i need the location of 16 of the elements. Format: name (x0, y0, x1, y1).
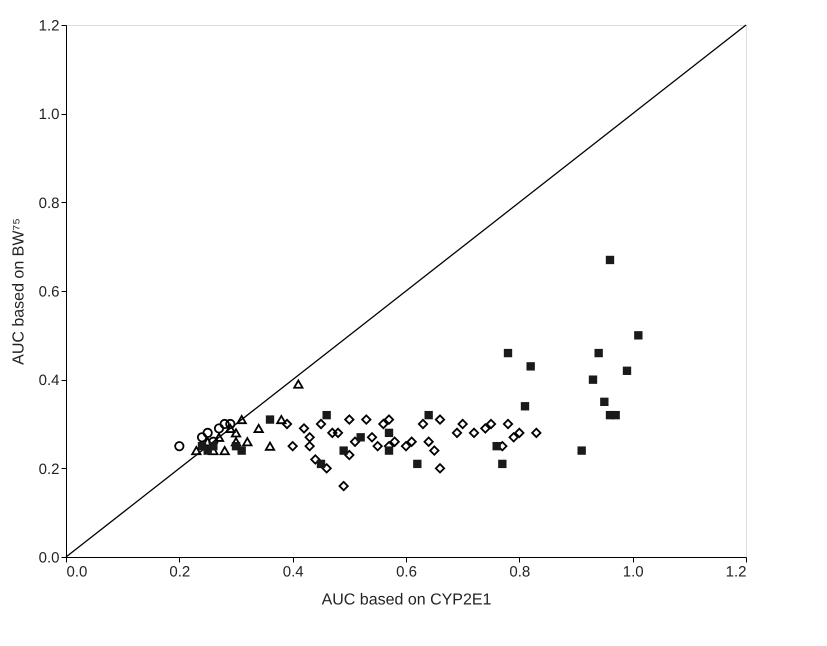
y-tick-label: 0.4 (38, 372, 60, 390)
y-tick-label: 0.0 (38, 550, 60, 566)
y-tick-label: 0.6 (38, 284, 60, 300)
x-tick-label: 0.8 (509, 564, 530, 580)
x-tick-label: 0.4 (282, 564, 304, 580)
y-axis-title: AUC based on BW⁷⁵ (10, 218, 28, 365)
x-tick-label: 0.0 (66, 564, 88, 580)
y-tick-label: 1.2 (38, 18, 60, 34)
x-tick-label: 1.0 (622, 564, 644, 580)
x-tick-label: 1.2 (726, 564, 746, 580)
x-tick-label: 0.2 (169, 564, 190, 580)
y-tick-label: 0.8 (38, 194, 60, 212)
x-tick-label: 0.6 (396, 564, 417, 580)
y-tick-label: 1.0 (38, 106, 60, 124)
x-axis-title: AUC based on CYP2E1 (322, 592, 492, 608)
y-tick-label: 0.2 (38, 460, 60, 478)
